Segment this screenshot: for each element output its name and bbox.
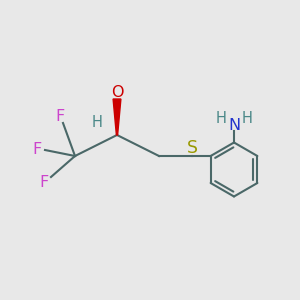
Polygon shape — [113, 99, 121, 135]
Text: F: F — [40, 175, 49, 190]
Text: N: N — [228, 118, 240, 133]
Text: H: H — [241, 111, 252, 126]
Text: S: S — [187, 139, 198, 157]
Text: F: F — [32, 142, 41, 157]
Text: O: O — [111, 85, 123, 100]
Text: F: F — [56, 109, 64, 124]
Text: H: H — [216, 111, 227, 126]
Text: H: H — [92, 115, 103, 130]
